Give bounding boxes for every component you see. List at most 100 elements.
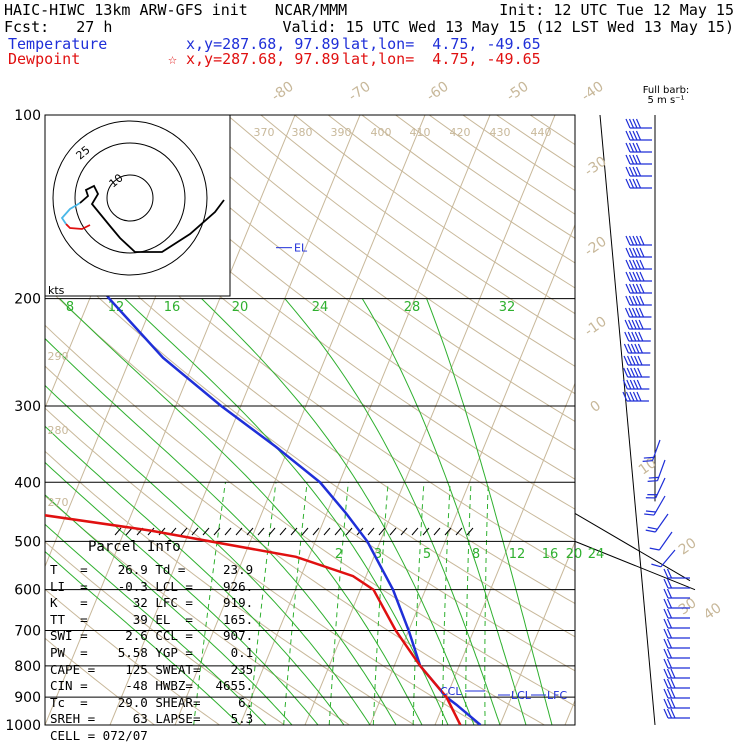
wind-barb [622, 379, 650, 390]
parcel-info-table: T = 26.9 Td = 23.9 LI = -0.3 LCL = 926. K = 32 LFC… [50, 562, 253, 745]
wind-barb-feather [636, 391, 642, 402]
hatch-mark [400, 527, 408, 536]
parcel-info-row: PW = 5.58 YGP = 0.1 [50, 645, 253, 662]
wind-barb [651, 549, 676, 568]
hodograph-frame [44, 114, 231, 297]
hatch-mark [455, 527, 463, 536]
hatch-mark [301, 527, 309, 536]
temperature-tick-label: 20 [676, 535, 700, 558]
parcel-info-label: SWEAT= [155, 661, 201, 677]
wind-barb-feather [647, 480, 658, 482]
parcel-info-value: 2.6 [125, 628, 148, 644]
wind-barb-feather [625, 235, 631, 246]
wind-barb-feather [622, 379, 628, 390]
temperature-tick-label: 0 [587, 398, 603, 416]
parcel-info-value: 29.0 [117, 694, 148, 710]
dry-adiabat-line [529, 115, 575, 146]
wind-barb-feather [632, 271, 638, 282]
parcel-info-value: 32 [132, 595, 148, 611]
wind-barb-feather [666, 658, 673, 669]
wind-barb-feather [631, 331, 637, 342]
wind-barb-feather [663, 588, 669, 599]
parcel-info-label: LCL = [155, 578, 193, 594]
hatch-mark [290, 527, 298, 536]
dewpoint-legend-label: Dewpoint [8, 50, 81, 68]
wind-barb-feather [628, 118, 635, 129]
wind-barb-feather [628, 142, 635, 153]
wind-barb-feather [628, 271, 635, 282]
wind-barb-feather [625, 142, 631, 153]
wind-barb-staff [656, 459, 666, 481]
wind-barb-feather [639, 283, 645, 294]
dry-adiabat-line [260, 115, 575, 341]
hatch-mark [235, 527, 243, 536]
isotherm-line [434, 382, 575, 725]
wind-barb [663, 688, 690, 699]
wind-barb-feather [670, 698, 676, 709]
wind-barb [645, 477, 666, 499]
theta-label: 400 [371, 126, 392, 139]
wind-barb-feather [632, 259, 638, 270]
hatch-mark [246, 527, 254, 536]
wind-barb [663, 658, 690, 669]
wind-barb-feather [666, 568, 673, 579]
wind-barb-feather [638, 331, 644, 342]
temperature-tick-label: -10 [582, 314, 610, 340]
wind-barb-feather [634, 343, 640, 354]
wind-barb-feather [633, 379, 639, 390]
mixing-ratio-line [248, 482, 277, 725]
temperature-tick-label: 10 [636, 455, 660, 478]
wind-barb-feather [632, 247, 638, 258]
wind-barb-feather [624, 307, 631, 318]
wind-barb-feather [663, 628, 669, 639]
parcel-info-label: CIN = [50, 678, 88, 694]
mixing-ratio-label: 16 [542, 547, 559, 562]
parcel-info-value: 5.3 [230, 711, 254, 727]
dewpoint-latlon: lat,lon= 4.75, -49.65 [342, 50, 541, 68]
wind-barb-feather [633, 367, 639, 378]
parcel-info-value: -48 [125, 678, 148, 694]
wind-barb-feather [639, 235, 645, 246]
wind-barb-feather [666, 638, 673, 649]
wind-barb [663, 638, 690, 649]
wind-barb-feather [663, 648, 669, 659]
parcel-info-label: LI = [50, 578, 88, 594]
theta-e-label: 8 [66, 300, 74, 315]
parcel-info-label: PW = [50, 644, 88, 660]
wind-barb-feather [624, 331, 630, 342]
theta-e-label: 28 [404, 300, 421, 315]
wind-barb-feather [627, 331, 633, 342]
wind-barb-feather [666, 678, 673, 689]
dry-adiabat-line [45, 365, 545, 725]
wind-barb [663, 698, 690, 709]
wind-barb-feather [647, 493, 658, 496]
hatch-mark [114, 527, 122, 536]
hatch-mark [378, 527, 386, 536]
temperature-tick-label: 40 [701, 600, 725, 623]
wind-barb-feather [651, 563, 662, 568]
parcel-info-value: 6. [238, 694, 254, 710]
theta-label: 410 [410, 126, 431, 139]
hatch-mark [433, 527, 441, 536]
wind-barb [644, 495, 666, 516]
wind-barb [663, 628, 690, 639]
wind-barb [623, 367, 650, 378]
pressure-tick-label: 200 [14, 292, 41, 308]
temperature-readout: x,y=287.68, 97.89 [186, 35, 340, 53]
theta-e-label: 32 [499, 300, 516, 315]
wind-barb-staff [658, 531, 673, 551]
wind-barb-feather [631, 319, 637, 330]
parcel-info-value: 165. [223, 611, 254, 627]
wind-barb-feather [663, 688, 669, 699]
wind-barb [663, 678, 690, 689]
wind-barb-feather [663, 698, 669, 709]
wind-barb [663, 598, 690, 609]
wind-barb-feather [666, 578, 673, 589]
wind-barb-feather [627, 343, 633, 354]
wind-barb-feather [642, 460, 653, 462]
wind-barb [625, 283, 652, 294]
wind-barb [625, 178, 652, 189]
isotherm-line [239, 115, 491, 725]
hodograph-ring [74, 142, 186, 254]
wind-barb-feather [636, 379, 642, 390]
